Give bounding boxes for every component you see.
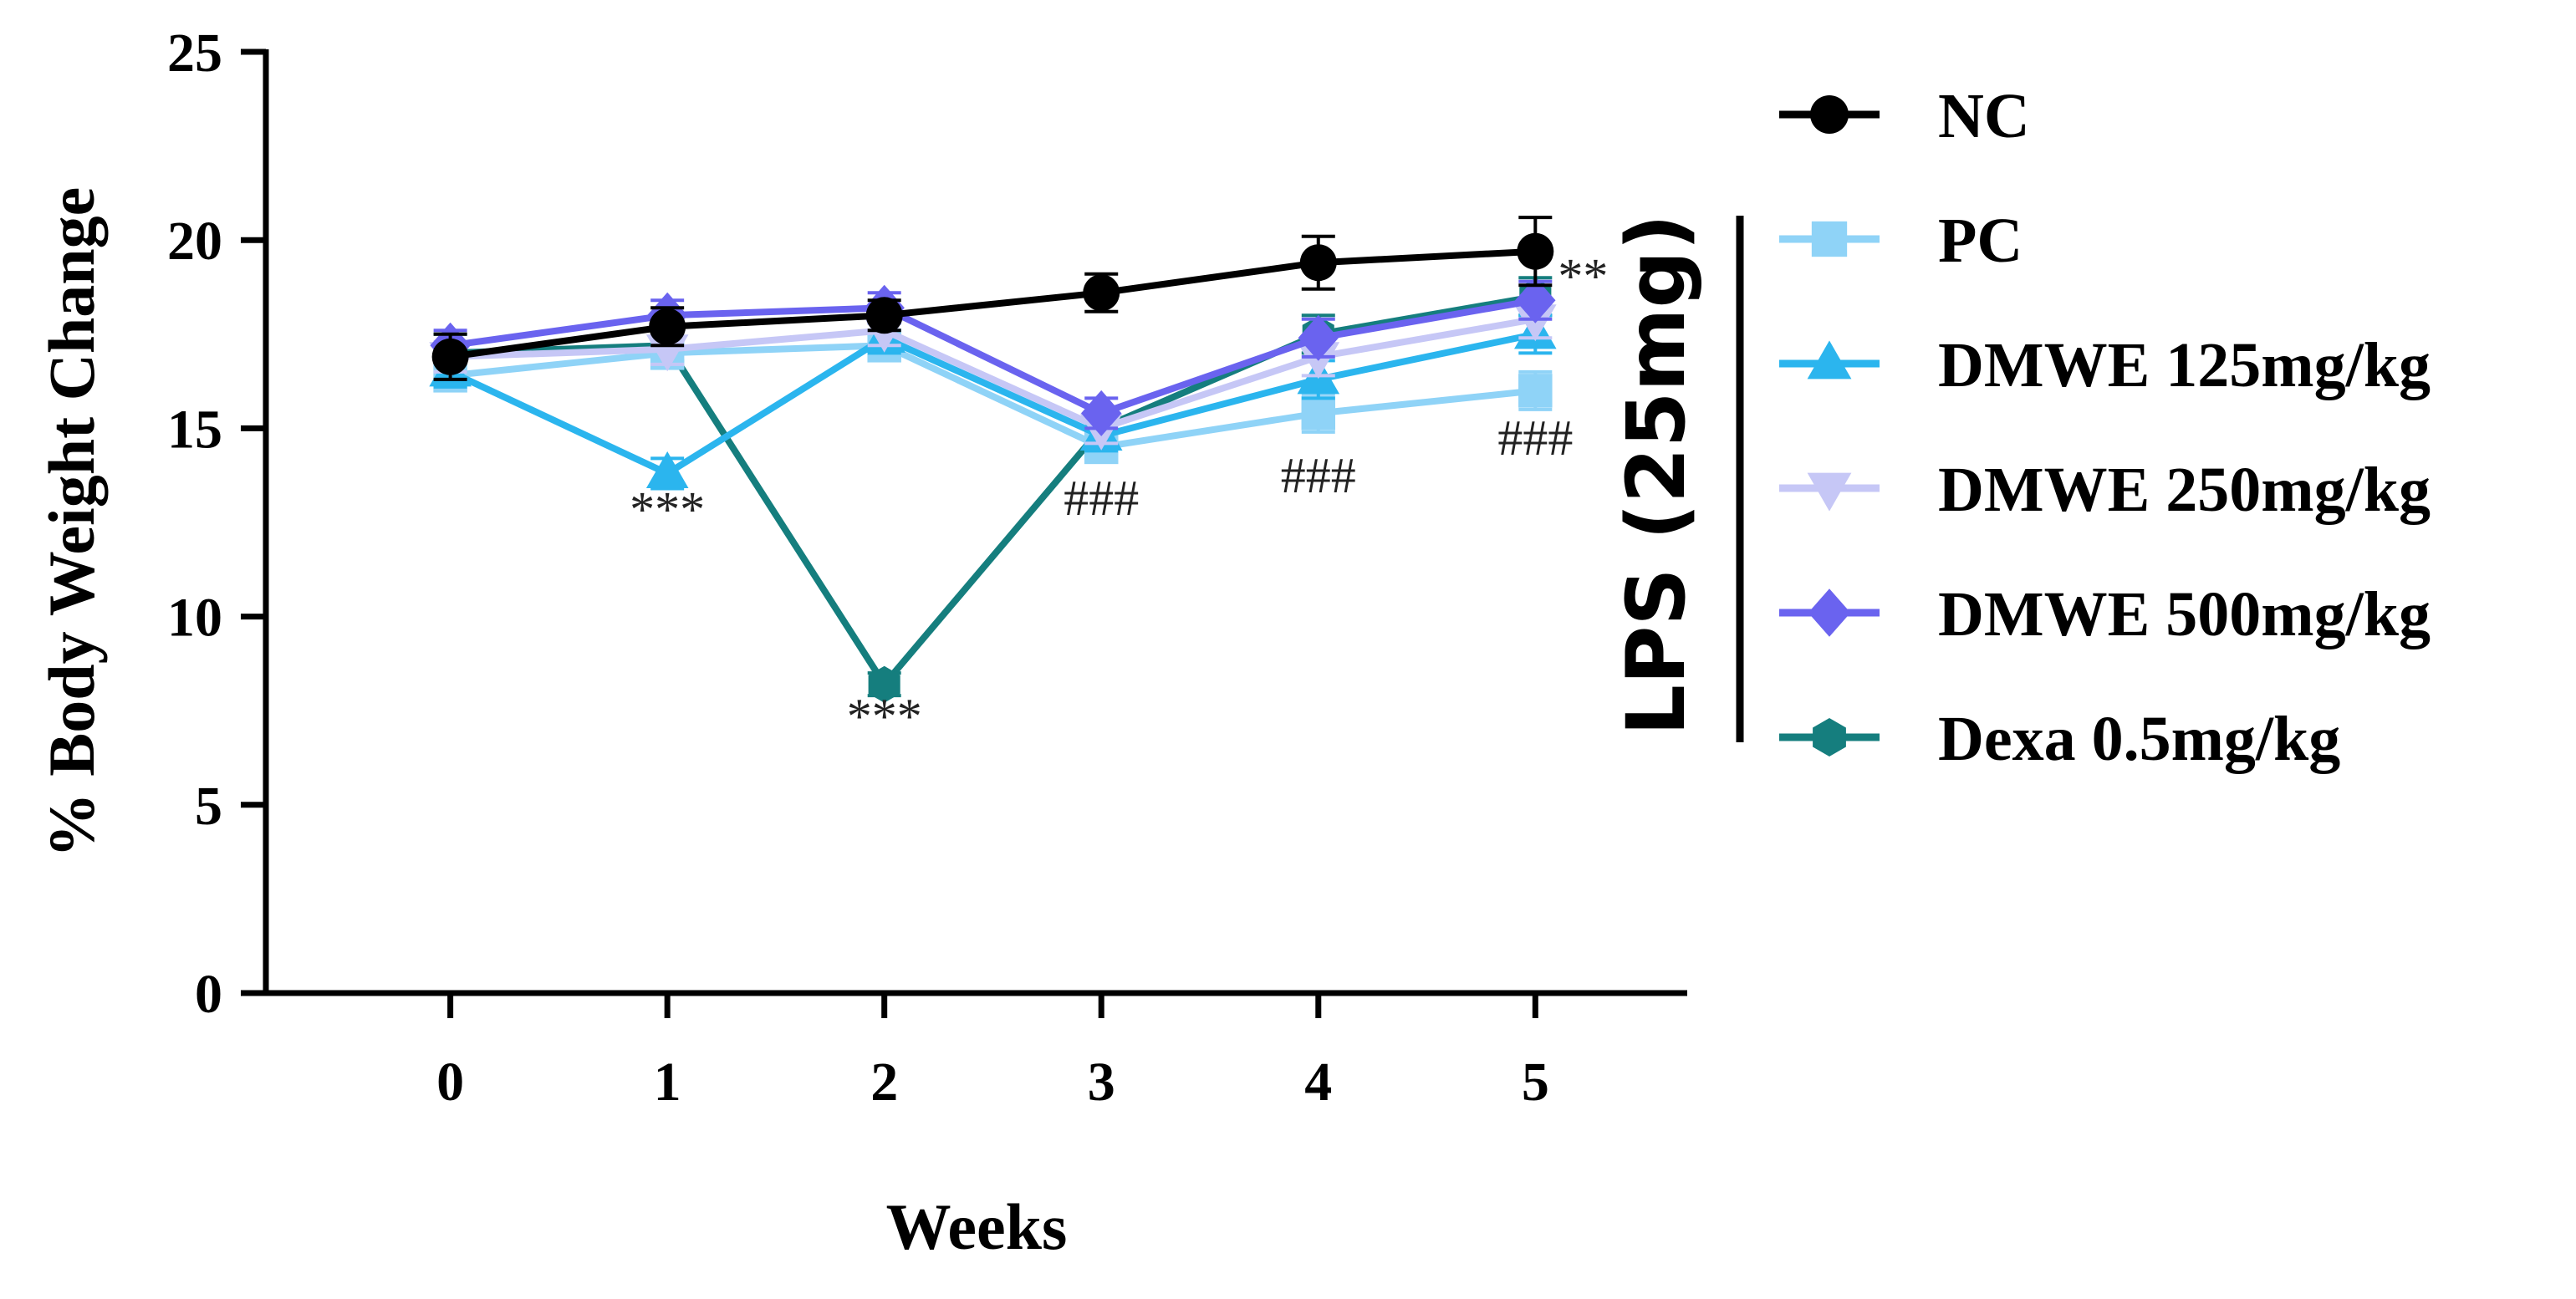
significance-marker: *** (847, 689, 922, 744)
x-tick-label: 4 (1304, 1052, 1332, 1113)
annotations: *** *** ### ### ### ** (630, 248, 1608, 744)
legend-marker (1811, 221, 1848, 257)
data-point (865, 297, 903, 334)
legend-item-dmwe-250mg-kg: DMWE 250mg/kg (1779, 455, 2431, 525)
legend-label: DMWE 125mg/kg (1938, 330, 2431, 400)
y-tick-label: 10 (167, 588, 222, 649)
data-point (1298, 314, 1339, 361)
series-dexa-0-5mg-kg (433, 276, 1553, 703)
x-ticks: 0 1 2 3 4 5 (436, 993, 1549, 1113)
data-point (1515, 277, 1556, 323)
series-nc (431, 216, 1554, 381)
legend-item-nc: NC (1779, 81, 2030, 151)
data-point (431, 338, 469, 375)
data-point (649, 308, 686, 345)
x-tick-label: 1 (654, 1052, 681, 1113)
series-line-dmwe-250mg-kg (450, 315, 1536, 432)
legend-label: Dexa 0.5mg/kg (1938, 704, 2340, 774)
legend-label: DMWE 250mg/kg (1938, 455, 2431, 525)
data-point (645, 334, 689, 372)
series-line-pc (450, 342, 1536, 451)
data-point (868, 665, 900, 703)
y-ticks: 0 5 10 15 20 25 (167, 23, 266, 1025)
series-layer (429, 216, 1557, 703)
legend-label: NC (1938, 81, 2030, 151)
data-point (1518, 374, 1553, 408)
x-tick-label: 3 (1088, 1052, 1115, 1113)
axes (263, 49, 1687, 996)
significance-marker: ### (1281, 448, 1356, 503)
significance-marker: *** (630, 482, 705, 537)
data-point (1081, 390, 1122, 436)
series-line-dexa-0-5mg-kg (450, 293, 1536, 688)
data-point (1301, 396, 1336, 430)
legend-label: DMWE 500mg/kg (1938, 579, 2431, 650)
legend-item-dmwe-500mg-kg: DMWE 500mg/kg (1779, 579, 2431, 650)
legend-marker (1813, 718, 1846, 756)
x-tick-label: 5 (1522, 1052, 1549, 1113)
x-axis-title: Weeks (886, 1190, 1068, 1263)
series-line-dmwe-125mg-kg (448, 330, 1537, 477)
data-point (1083, 274, 1120, 312)
y-tick-label: 25 (167, 23, 222, 84)
y-tick-label: 0 (195, 964, 222, 1025)
lps-group-bracket: LPS (25mg) (1609, 214, 1744, 742)
series-line-dmwe-500mg-kg (450, 297, 1536, 417)
legend-item-dexa-0-5mg-kg: Dexa 0.5mg/kg (1779, 704, 2340, 774)
data-point (1299, 244, 1337, 282)
y-tick-label: 20 (167, 211, 222, 272)
legend-item-dmwe-125mg-kg: DMWE 125mg/kg (1779, 330, 2431, 400)
legend-marker (1807, 472, 1852, 512)
y-tick-label: 5 (195, 776, 222, 837)
series-line-nc (450, 247, 1536, 360)
y-tick-label: 15 (167, 399, 222, 460)
legend-marker (1807, 340, 1852, 380)
data-point (645, 451, 689, 488)
data-point (1517, 232, 1554, 270)
x-tick-label: 2 (870, 1052, 898, 1113)
legend-marker (1810, 95, 1849, 134)
significance-marker: ** (1558, 248, 1608, 303)
lps-group-label: LPS (25mg) (1609, 214, 1703, 736)
legend-label: PC (1938, 206, 2023, 276)
legend-item-pc: PC (1779, 206, 2023, 276)
y-axis-title: % Body Weight Change (35, 187, 108, 858)
significance-marker: ### (1497, 410, 1573, 466)
significance-marker: ### (1064, 471, 1139, 526)
legend: NC PC DMWE 125mg/kg DMWE 250mg/kg DMWE 500mg… (1779, 81, 2431, 774)
legend-marker (1808, 588, 1851, 637)
x-tick-label: 0 (436, 1052, 464, 1113)
